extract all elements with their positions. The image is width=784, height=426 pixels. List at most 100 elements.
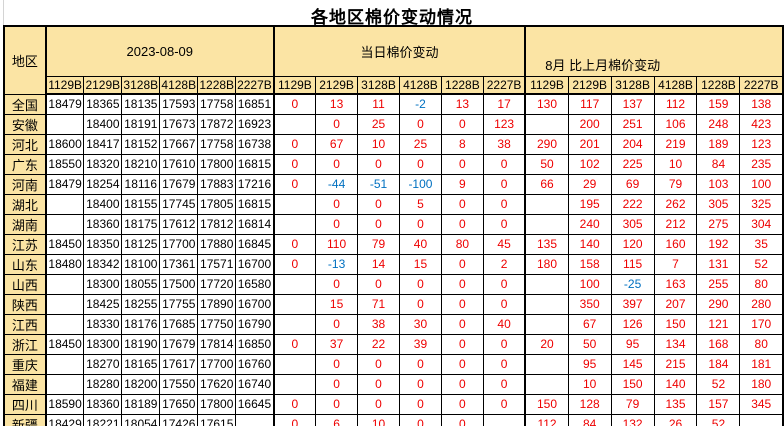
monthly-change-cell[interactable]: 80 bbox=[739, 273, 784, 295]
column-header-2227B[interactable]: 2227B bbox=[739, 76, 784, 95]
daily-change-cell[interactable]: 0 bbox=[315, 213, 359, 235]
monthly-change-cell[interactable]: 305 bbox=[610, 213, 655, 235]
price-cell[interactable]: 18350 bbox=[83, 233, 123, 255]
price-cell[interactable]: 18479 bbox=[44, 173, 85, 195]
daily-change-cell[interactable]: 22 bbox=[357, 333, 400, 355]
price-cell[interactable]: 17667 bbox=[159, 133, 199, 155]
daily-change-cell[interactable]: 0 bbox=[357, 393, 400, 415]
column-header-1228B[interactable]: 1228B bbox=[440, 76, 484, 95]
monthly-change-cell[interactable]: 159 bbox=[696, 93, 741, 115]
monthly-change-cell[interactable]: 26 bbox=[653, 413, 698, 426]
price-cell[interactable]: 18191 bbox=[121, 113, 161, 135]
monthly-change-cell[interactable]: 290 bbox=[696, 293, 741, 315]
daily-change-cell[interactable]: 0 bbox=[315, 393, 359, 415]
price-cell[interactable]: 18450 bbox=[44, 333, 85, 355]
price-cell[interactable]: 17880 bbox=[197, 233, 237, 255]
price-cell[interactable]: 17361 bbox=[159, 253, 199, 275]
monthly-change-cell[interactable]: 67 bbox=[567, 313, 612, 335]
daily-change-cell[interactable]: 79 bbox=[357, 233, 400, 255]
price-cell[interactable]: 16815 bbox=[235, 193, 275, 215]
price-cell[interactable]: 17700 bbox=[159, 233, 199, 255]
price-cell[interactable]: 16645 bbox=[235, 393, 275, 415]
monthly-change-cell[interactable]: 160 bbox=[653, 233, 698, 255]
price-cell[interactable]: 17720 bbox=[197, 273, 237, 295]
monthly-change-cell[interactable]: 290 bbox=[524, 133, 569, 155]
price-cell[interactable] bbox=[44, 213, 85, 235]
price-cell[interactable]: 18600 bbox=[44, 133, 85, 155]
daily-change-cell[interactable]: 13 bbox=[315, 93, 359, 115]
daily-change-cell[interactable]: 0 bbox=[272, 413, 317, 426]
column-header-1228B[interactable]: 1228B bbox=[696, 76, 741, 95]
daily-change-cell[interactable]: 0 bbox=[398, 213, 442, 235]
daily-change-cell[interactable]: 25 bbox=[398, 133, 442, 155]
monthly-change-cell[interactable]: 219 bbox=[653, 133, 698, 155]
monthly-change-cell[interactable]: 195 bbox=[567, 193, 612, 215]
daily-change-cell[interactable]: 0 bbox=[272, 93, 317, 115]
price-cell[interactable]: 17800 bbox=[197, 153, 237, 175]
monthly-change-cell[interactable]: 255 bbox=[696, 273, 741, 295]
region-cell[interactable]: 河南 bbox=[3, 173, 47, 195]
monthly-change-cell[interactable]: 200 bbox=[567, 113, 612, 135]
price-cell[interactable]: 18155 bbox=[121, 193, 161, 215]
monthly-change-cell[interactable]: 112 bbox=[524, 413, 569, 426]
daily-change-cell[interactable] bbox=[272, 353, 317, 375]
daily-change-cell[interactable]: 0 bbox=[315, 153, 359, 175]
group-header-daily-change[interactable]: 当日棉价变动 bbox=[272, 25, 526, 77]
price-cell[interactable]: 17755 bbox=[159, 293, 199, 315]
price-cell[interactable]: 16851 bbox=[235, 93, 275, 115]
price-cell[interactable]: 17805 bbox=[197, 193, 237, 215]
price-cell[interactable]: 17610 bbox=[159, 153, 199, 175]
daily-change-cell[interactable]: 0 bbox=[398, 153, 442, 175]
daily-change-cell[interactable]: 123 bbox=[482, 113, 526, 135]
column-header-2129B[interactable]: 2129B bbox=[83, 76, 123, 95]
monthly-change-cell[interactable]: 80 bbox=[739, 333, 784, 355]
price-cell[interactable]: 17679 bbox=[159, 173, 199, 195]
monthly-change-cell[interactable]: 140 bbox=[567, 233, 612, 255]
column-header-2129B[interactable]: 2129B bbox=[567, 76, 612, 95]
price-cell[interactable]: 18330 bbox=[83, 313, 123, 335]
monthly-change-cell[interactable]: 150 bbox=[524, 393, 569, 415]
price-cell[interactable]: 17612 bbox=[159, 213, 199, 235]
region-column-header[interactable]: 地区 bbox=[3, 25, 47, 95]
price-cell[interactable]: 17650 bbox=[159, 393, 199, 415]
daily-change-cell[interactable]: 0 bbox=[272, 393, 317, 415]
price-cell[interactable]: 17750 bbox=[197, 313, 237, 335]
region-cell[interactable]: 湖北 bbox=[3, 193, 47, 215]
daily-change-cell[interactable]: 14 bbox=[357, 253, 400, 275]
price-cell[interactable] bbox=[44, 353, 85, 375]
daily-change-cell[interactable]: 0 bbox=[315, 193, 359, 215]
price-cell[interactable]: 18254 bbox=[83, 173, 123, 195]
price-cell[interactable]: 18200 bbox=[121, 373, 161, 395]
monthly-change-cell[interactable]: 10 bbox=[653, 153, 698, 175]
daily-change-cell[interactable]: 0 bbox=[272, 333, 317, 355]
daily-change-cell[interactable]: 0 bbox=[357, 373, 400, 395]
price-cell[interactable]: 18055 bbox=[121, 273, 161, 295]
region-cell[interactable]: 四川 bbox=[3, 393, 47, 415]
daily-change-cell[interactable]: 10 bbox=[357, 133, 400, 155]
daily-change-cell[interactable]: 0 bbox=[398, 373, 442, 395]
monthly-change-cell[interactable]: 130 bbox=[524, 93, 569, 115]
daily-change-cell[interactable]: -13 bbox=[315, 253, 359, 275]
monthly-change-cell[interactable]: 10 bbox=[567, 373, 612, 395]
region-cell[interactable]: 广东 bbox=[3, 153, 47, 175]
price-cell[interactable]: 17673 bbox=[159, 113, 199, 135]
daily-change-cell[interactable]: 0 bbox=[440, 273, 484, 295]
price-cell[interactable]: 17426 bbox=[159, 413, 199, 426]
price-cell[interactable]: 18320 bbox=[83, 153, 123, 175]
price-cell[interactable]: 18135 bbox=[121, 93, 161, 115]
daily-change-cell[interactable]: 0 bbox=[357, 193, 400, 215]
daily-change-cell[interactable]: 80 bbox=[440, 233, 484, 255]
monthly-change-cell[interactable]: 84 bbox=[567, 413, 612, 426]
daily-change-cell[interactable]: 0 bbox=[315, 353, 359, 375]
price-cell[interactable]: 17872 bbox=[197, 113, 237, 135]
daily-change-cell[interactable] bbox=[272, 213, 317, 235]
price-cell[interactable] bbox=[44, 293, 85, 315]
monthly-change-cell[interactable]: 397 bbox=[610, 293, 655, 315]
daily-change-cell[interactable]: -51 bbox=[357, 173, 400, 195]
price-cell[interactable]: 18152 bbox=[121, 133, 161, 155]
daily-change-cell[interactable]: 0 bbox=[482, 353, 526, 375]
price-cell[interactable]: 18280 bbox=[83, 373, 123, 395]
monthly-change-cell[interactable]: 180 bbox=[739, 373, 784, 395]
monthly-change-cell[interactable]: 184 bbox=[696, 353, 741, 375]
daily-change-cell[interactable]: 0 bbox=[482, 213, 526, 235]
